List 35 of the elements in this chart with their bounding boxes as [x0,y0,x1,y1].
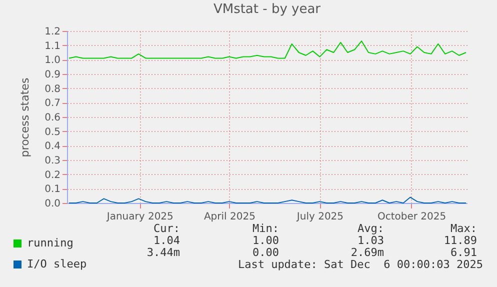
chart-title: VMstat - by year [213,2,322,17]
y-tick-label: 1.1 [44,40,60,52]
x-tick-label: January 2025 [106,212,174,222]
text: 3.44m [146,246,180,259]
text: 0.00 [252,246,279,259]
text: Cur: [154,222,180,235]
text: Min: [252,222,279,235]
line-series [68,40,467,59]
text: Last update: Sat Dec 6 00:00:03 2025 [238,258,483,271]
x-tick-label: April 2025 [204,212,256,222]
y-tick-label: 1.2 [44,26,60,38]
legend-label: I/O sleep [27,258,87,270]
y-tick-label: 0.8 [44,84,60,95]
text: Avg: [358,222,384,235]
y-tick-label: 0.5 [44,126,60,138]
text: 1.03 [358,234,384,247]
y-tick-label: 0.0 [44,198,60,210]
y-tick-label: 0.4 [44,141,60,152]
legend-label: running [27,236,74,250]
y-tick-label: 0.3 [44,156,60,166]
y-tick-label: 0.9 [44,70,60,80]
y-tick-label: 0.7 [44,98,60,110]
text: 11.89 [444,234,477,247]
text: Max: [450,222,477,235]
text: 1.04 [154,234,180,247]
y-tick-label: 0.2 [44,170,60,181]
y-tick-label: 1.0 [44,55,60,66]
text: 2.69m [350,246,384,259]
y-tick-label: 0.6 [44,112,60,124]
y-axis-title: process states [18,78,32,158]
x-tick-label: October 2025 [377,212,446,222]
text: 6.91 [450,246,477,259]
x-tick-label: July 2025 [296,212,344,222]
text: 1.00 [252,234,279,247]
y-tick-label: 0.1 [44,184,60,196]
